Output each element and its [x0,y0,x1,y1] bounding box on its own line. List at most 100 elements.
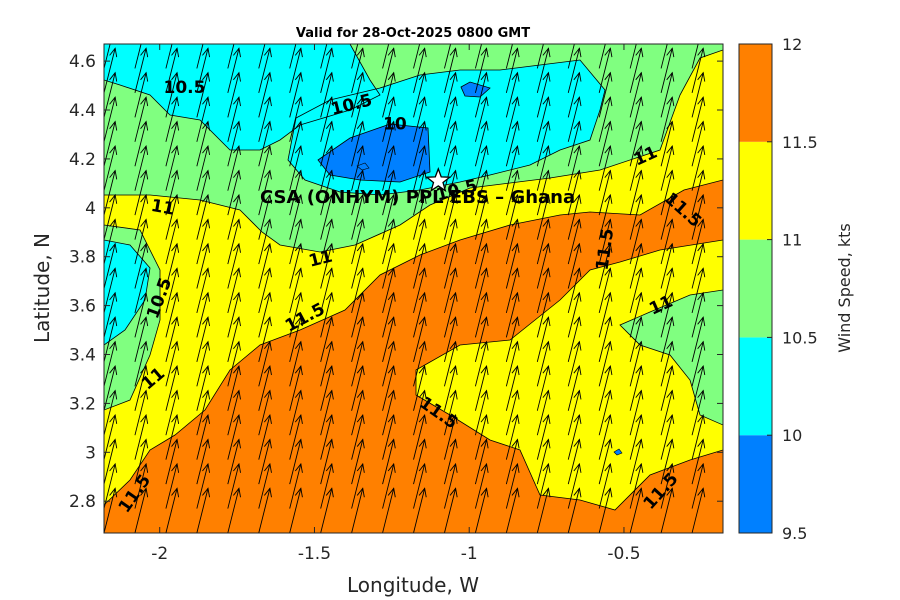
wind-vector [660,145,675,191]
wind-vector [537,44,538,45]
wind-vector [505,462,520,509]
wind-vector [505,316,520,362]
wind-vector [104,242,118,289]
wind-vector [722,115,723,118]
wind-vector [722,91,723,93]
colorbar-label: Wind Speed, kts [835,223,854,353]
contour-label: 10.5 [163,78,205,98]
wind-vector [444,413,458,460]
fill-level-9-5 [317,81,491,183]
wind-vector [196,438,211,485]
wind-vector [196,145,211,191]
wind-vector [444,291,458,338]
wind-vector [104,389,118,436]
wind-vector [474,120,489,167]
x-tick-label: -2 [151,544,168,564]
wind-vector [227,267,241,314]
wind-vector [258,291,272,338]
wind-vector [660,365,675,411]
wind-vector [165,291,180,338]
wind-vector [691,340,706,387]
wind-vector [382,96,396,142]
wind-vector [227,242,241,289]
wind-vector [165,316,180,362]
wind-vector [382,267,396,314]
wind-vector [351,340,365,387]
wind-vector [196,96,211,142]
wind-vector [289,438,303,485]
wind-vector-field [104,44,723,533]
wind-vector [382,438,396,485]
wind-vector [691,96,706,142]
wind-vector [629,462,644,509]
wind-vector [165,487,180,533]
wind-vector [691,218,706,265]
wind-vector [196,316,211,362]
wind-vector [629,120,644,167]
wind-vector [691,47,706,94]
wind-vector [258,120,272,167]
wind-vector [258,316,272,362]
wind-vector [227,47,241,94]
wind-vector [474,71,489,118]
wind-vector [227,71,241,118]
wind-vector [413,316,427,362]
wind-vector [722,286,723,289]
wind-vector [104,96,118,142]
wind-vector [660,462,675,509]
wind-vector [567,413,582,460]
wind-vector [134,316,149,362]
wind-vector [196,169,211,216]
wind-vector [134,193,149,240]
wind-vector [444,242,458,289]
wind-vector [196,71,211,118]
wind-vector [444,487,458,533]
wind-vector [691,169,706,216]
wind-vector [505,145,520,191]
wind-vector [598,44,606,69]
wind-vector [413,413,427,460]
wind-vector [660,120,675,167]
y-tick-label: 3.4 [69,346,96,366]
wind-vector [382,44,390,69]
wind-vector [196,413,211,460]
wind-vector [104,47,118,94]
wind-vector [722,482,723,485]
wind-vector [536,47,551,94]
wind-vector [691,71,706,118]
wind-vector [567,340,582,387]
wind-vector [691,267,706,314]
wind-vector [444,365,458,411]
wind-vector [289,44,297,69]
wind-vector [629,340,644,387]
wind-vector [598,291,613,338]
wind-vector [320,389,334,436]
wind-vector [630,44,631,45]
wind-vector [444,193,458,240]
wind-vector [165,44,167,45]
wind-vector [351,365,365,411]
wind-vector [104,193,118,240]
wind-vector [474,389,489,436]
wind-vector [165,218,180,265]
wind-vector [382,316,396,362]
wind-vector [258,169,272,216]
wind-vector [351,169,365,216]
wind-vector [382,193,396,240]
wind-vector [134,71,149,118]
wind-vector [227,120,241,167]
wind-vector [289,340,303,387]
wind-vector [660,291,675,338]
wind-vector [444,389,458,436]
wind-vector [722,139,723,142]
wind-vector [134,120,149,167]
wind-vector [629,487,644,533]
wind-vector [289,96,303,142]
wind-vector [165,413,180,460]
wind-vector [660,44,668,69]
wind-vector [660,413,675,460]
wind-vector [351,218,365,265]
wind-vector [567,96,582,142]
wind-vector [320,120,334,167]
wind-vector [413,267,427,314]
